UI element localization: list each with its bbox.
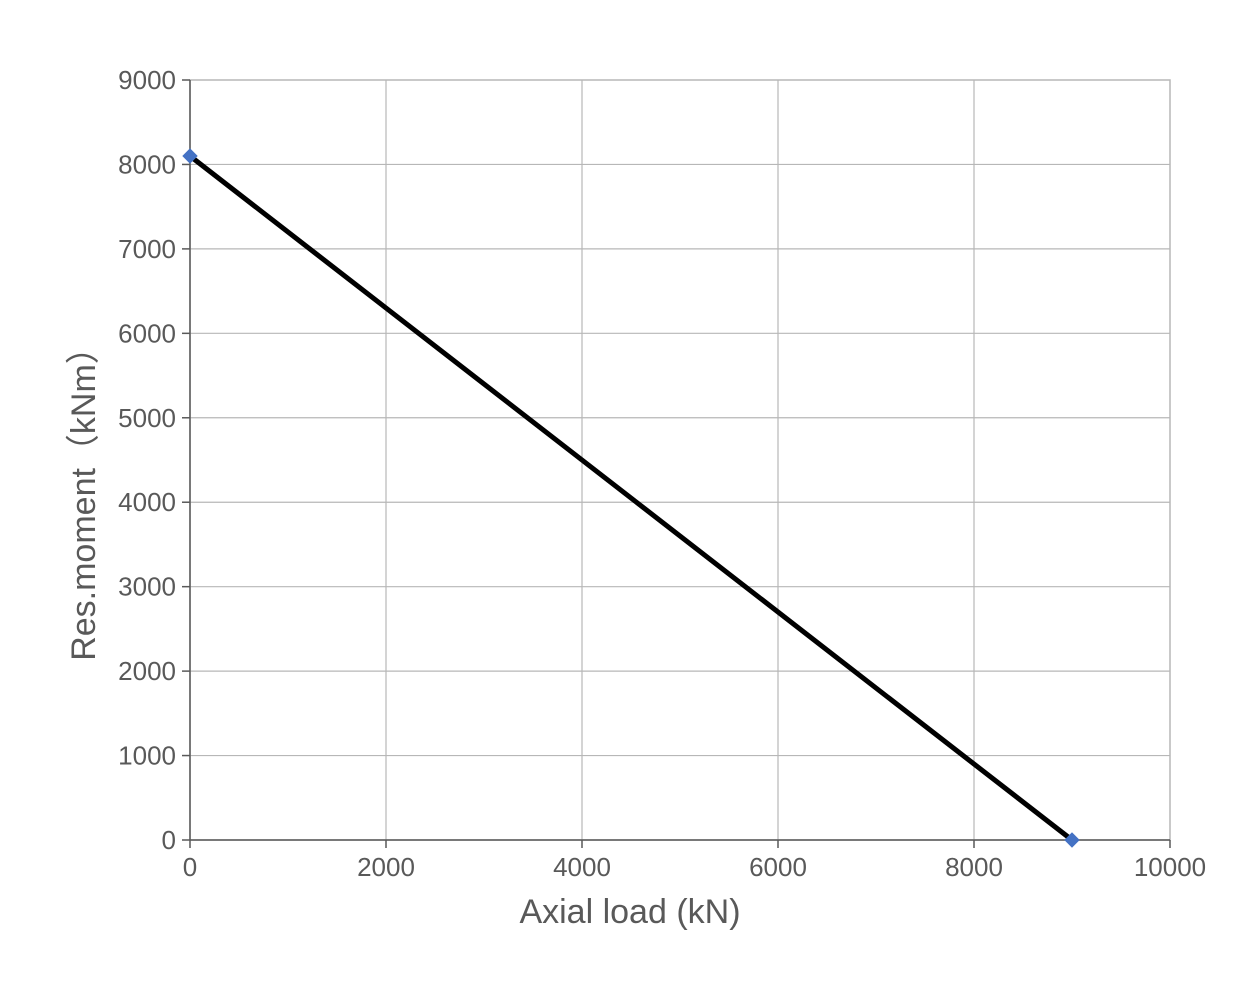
y-tick-label: 5000 (118, 403, 176, 433)
x-tick-label: 4000 (553, 852, 611, 882)
y-tick-label: 8000 (118, 149, 176, 179)
x-tick-label: 8000 (945, 852, 1003, 882)
y-tick-label: 0 (162, 825, 176, 855)
y-tick-label: 7000 (118, 234, 176, 264)
y-tick-label: 2000 (118, 656, 176, 686)
y-tick-label: 6000 (118, 318, 176, 348)
y-tick-label: 3000 (118, 572, 176, 602)
x-tick-label: 2000 (357, 852, 415, 882)
y-axis-label-container: Res.moment（kNm） (60, 0, 100, 990)
y-tick-label: 9000 (118, 65, 176, 95)
x-tick-label: 0 (183, 852, 197, 882)
x-tick-label: 6000 (749, 852, 807, 882)
chart-container: Res.moment（kNm） Axial load (kN) 0 2000 400… (0, 0, 1260, 990)
y-tick-label: 1000 (118, 741, 176, 771)
y-axis-label: Res.moment（kNm） (56, 330, 105, 661)
y-tick-label: 4000 (118, 487, 176, 517)
chart-svg: 0 2000 4000 6000 8000 10000 0 1000 2000 3000 4000 5… (0, 0, 1260, 990)
x-tick-label: 10000 (1134, 852, 1206, 882)
x-axis-label: Axial load (kN) (0, 893, 1260, 932)
